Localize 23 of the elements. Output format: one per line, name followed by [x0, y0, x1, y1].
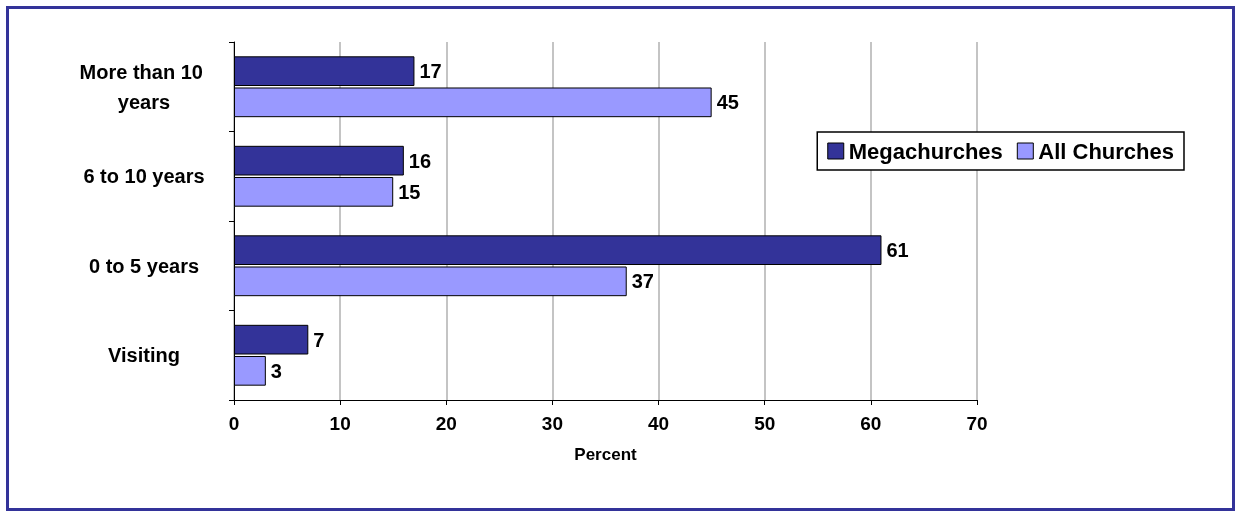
- x-tick-label: 50: [754, 413, 776, 434]
- data-label: 45: [716, 91, 739, 114]
- x-tick-label: 40: [648, 413, 670, 434]
- x-tick-label: 60: [860, 413, 882, 434]
- x-tick-label: 20: [435, 413, 457, 434]
- y-tick-label: More than 10 years: [79, 60, 209, 113]
- data-label: 16: [408, 149, 432, 172]
- legend-label: Megachurches: [848, 138, 1003, 164]
- y-tick-label: 0 to 5 years: [88, 254, 200, 277]
- data-label: 15: [398, 180, 421, 203]
- x-tick-label: 0: [228, 413, 240, 434]
- data-label: 17: [419, 60, 442, 83]
- data-label: 37: [631, 270, 654, 293]
- x-tick-label: 70: [966, 413, 988, 434]
- y-tick-label: Visiting: [108, 344, 180, 367]
- x-axis-title: Percent: [574, 445, 638, 464]
- data-label: 61: [886, 239, 909, 262]
- x-tick-label: 30: [541, 413, 563, 434]
- data-label: 3: [270, 359, 282, 382]
- data-label: 7: [313, 328, 325, 351]
- y-tick-label: 6 to 10 years: [83, 165, 205, 188]
- x-tick-label: 10: [329, 413, 351, 434]
- legend-label: All Churches: [1038, 138, 1175, 164]
